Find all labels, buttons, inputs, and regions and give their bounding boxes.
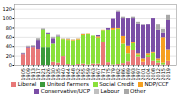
svg-text:2019: 2019: [165, 68, 171, 80]
html-text:NDP/CCF: NDP/CCF: [144, 81, 169, 87]
html-text:Labour: Labour: [100, 88, 120, 94]
html-text:United Farmers: United Farmers: [46, 81, 89, 87]
html-text:Conservative/UCP: Conservative/UCP: [40, 88, 90, 94]
html-text:Liberal: Liberal: [17, 81, 37, 87]
svg-text:80: 80: [6, 25, 12, 31]
svg-text:60: 60: [6, 34, 12, 40]
html-text:Other: Other: [130, 88, 146, 94]
svg-text:120: 120: [2, 6, 12, 12]
svg-text:40: 40: [6, 43, 12, 49]
svg-text:100: 100: [2, 15, 12, 21]
svg-text:0: 0: [9, 62, 12, 68]
svg-text:20: 20: [6, 53, 12, 59]
html-text:Social Credit: Social Credit: [99, 81, 134, 87]
